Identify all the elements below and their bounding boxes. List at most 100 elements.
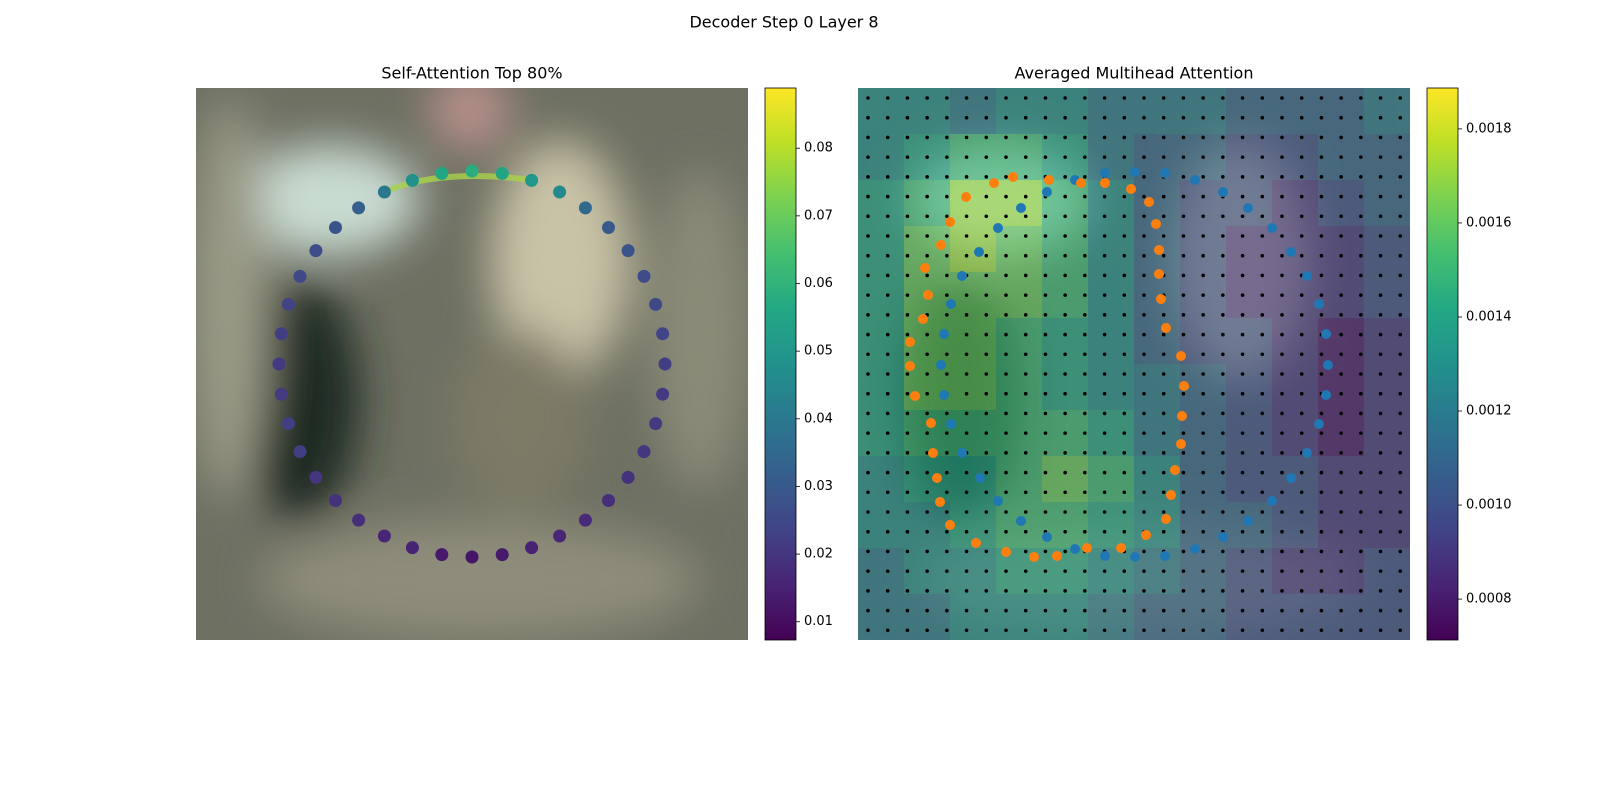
patch-dot bbox=[1161, 451, 1166, 455]
heatmap-cell bbox=[996, 272, 1043, 319]
point bbox=[1029, 552, 1039, 562]
patch-dot bbox=[1122, 253, 1127, 258]
patch-dot bbox=[964, 253, 969, 258]
patch-dot bbox=[1102, 451, 1107, 455]
colorbar-tick-label: 0.03 bbox=[804, 479, 833, 494]
heatmap-cell bbox=[1088, 318, 1135, 365]
patch-dot bbox=[1260, 135, 1265, 140]
colorbar-tick-label: 0.05 bbox=[804, 344, 833, 359]
heatmap-cell bbox=[858, 318, 905, 365]
attention-point bbox=[352, 201, 366, 215]
patch-dot bbox=[1083, 214, 1087, 219]
point bbox=[1267, 496, 1277, 506]
patch-dot bbox=[1043, 332, 1048, 337]
point bbox=[905, 361, 915, 371]
patch-dot bbox=[1359, 293, 1363, 297]
point bbox=[1154, 245, 1164, 255]
patch-dot bbox=[1142, 214, 1146, 219]
patch-dot bbox=[1063, 214, 1067, 219]
heatmap-cell bbox=[950, 364, 997, 411]
patch-dot bbox=[1063, 115, 1067, 120]
heatmap-cell bbox=[1088, 88, 1135, 135]
patch-dot bbox=[1240, 510, 1245, 514]
patch-dot bbox=[984, 352, 989, 357]
patch-dot bbox=[1280, 234, 1284, 238]
colorbar-tick-label: 0.06 bbox=[804, 276, 833, 291]
patch-dot bbox=[1201, 589, 1205, 593]
patch-dot bbox=[1004, 372, 1008, 376]
point bbox=[974, 247, 984, 257]
patch-dot bbox=[1359, 589, 1363, 593]
patch-dot bbox=[1043, 391, 1048, 396]
patch-dot bbox=[1181, 175, 1186, 179]
patch-dot bbox=[1339, 372, 1343, 376]
patch-dot bbox=[1063, 234, 1067, 238]
patch-dot bbox=[1299, 569, 1304, 573]
point bbox=[1179, 381, 1189, 391]
patch-dot bbox=[1102, 155, 1107, 159]
point bbox=[1154, 269, 1164, 279]
patch-dot bbox=[1299, 372, 1304, 376]
attention-point bbox=[274, 327, 288, 341]
patch-dot bbox=[1299, 470, 1304, 475]
patch-dot bbox=[984, 273, 989, 278]
patch-dot bbox=[885, 451, 890, 455]
patch-dot bbox=[1201, 411, 1205, 416]
patch-dot bbox=[1201, 194, 1205, 199]
point bbox=[961, 192, 971, 202]
patch-dot bbox=[1280, 273, 1284, 278]
patch-dot bbox=[1280, 214, 1284, 219]
heatmap-cell bbox=[1318, 180, 1365, 227]
attention-point bbox=[578, 201, 592, 215]
patch-dot bbox=[1043, 549, 1048, 554]
heatmap-cell bbox=[950, 594, 997, 640]
patch-dot bbox=[1102, 135, 1107, 140]
patch-dot bbox=[1004, 490, 1008, 495]
patch-dot bbox=[1004, 332, 1008, 337]
point bbox=[910, 391, 920, 401]
patch-dot bbox=[1359, 569, 1363, 573]
patch-dot bbox=[905, 135, 910, 140]
patch-dot bbox=[1299, 194, 1304, 199]
point bbox=[905, 337, 915, 347]
patch-dot bbox=[984, 510, 989, 514]
heatmap-cell bbox=[1226, 456, 1273, 503]
patch-dot bbox=[1142, 589, 1146, 593]
patch-dot bbox=[905, 273, 910, 278]
point bbox=[1218, 532, 1228, 542]
patch-dot bbox=[984, 155, 989, 159]
heatmap-cell bbox=[996, 410, 1043, 457]
patch-dot bbox=[1161, 313, 1166, 317]
patch-dot bbox=[1280, 510, 1284, 514]
heatmap-cell bbox=[950, 272, 997, 319]
patch-dot bbox=[1398, 608, 1403, 613]
photo-background bbox=[196, 88, 748, 640]
patch-dot bbox=[1240, 273, 1245, 278]
patch-dot bbox=[984, 391, 989, 396]
heatmap-cell bbox=[1134, 88, 1181, 135]
patch-dot bbox=[1083, 529, 1087, 534]
patch-dot bbox=[1181, 372, 1186, 376]
patch-dot bbox=[905, 451, 910, 455]
patch-dot bbox=[1181, 135, 1186, 140]
patch-dot bbox=[1240, 411, 1245, 416]
patch-dot bbox=[905, 510, 910, 514]
patch-dot bbox=[1023, 451, 1028, 455]
patch-dot bbox=[1142, 510, 1146, 514]
patch-dot bbox=[1339, 411, 1343, 416]
patch-dot bbox=[1280, 135, 1284, 140]
patch-dot bbox=[1043, 155, 1048, 159]
patch-dot bbox=[1161, 115, 1166, 120]
patch-dot bbox=[964, 589, 969, 593]
patch-dot bbox=[1398, 529, 1403, 534]
patch-dot bbox=[885, 608, 890, 613]
heatmap-cell bbox=[1088, 502, 1135, 549]
patch-dot bbox=[1102, 352, 1107, 357]
patch-dot bbox=[964, 332, 969, 337]
patch-dot bbox=[925, 253, 929, 258]
point bbox=[1016, 203, 1026, 213]
patch-dot bbox=[1339, 273, 1343, 278]
patch-dot bbox=[1240, 135, 1245, 140]
attention-point bbox=[435, 548, 449, 562]
patch-dot bbox=[1181, 451, 1186, 455]
